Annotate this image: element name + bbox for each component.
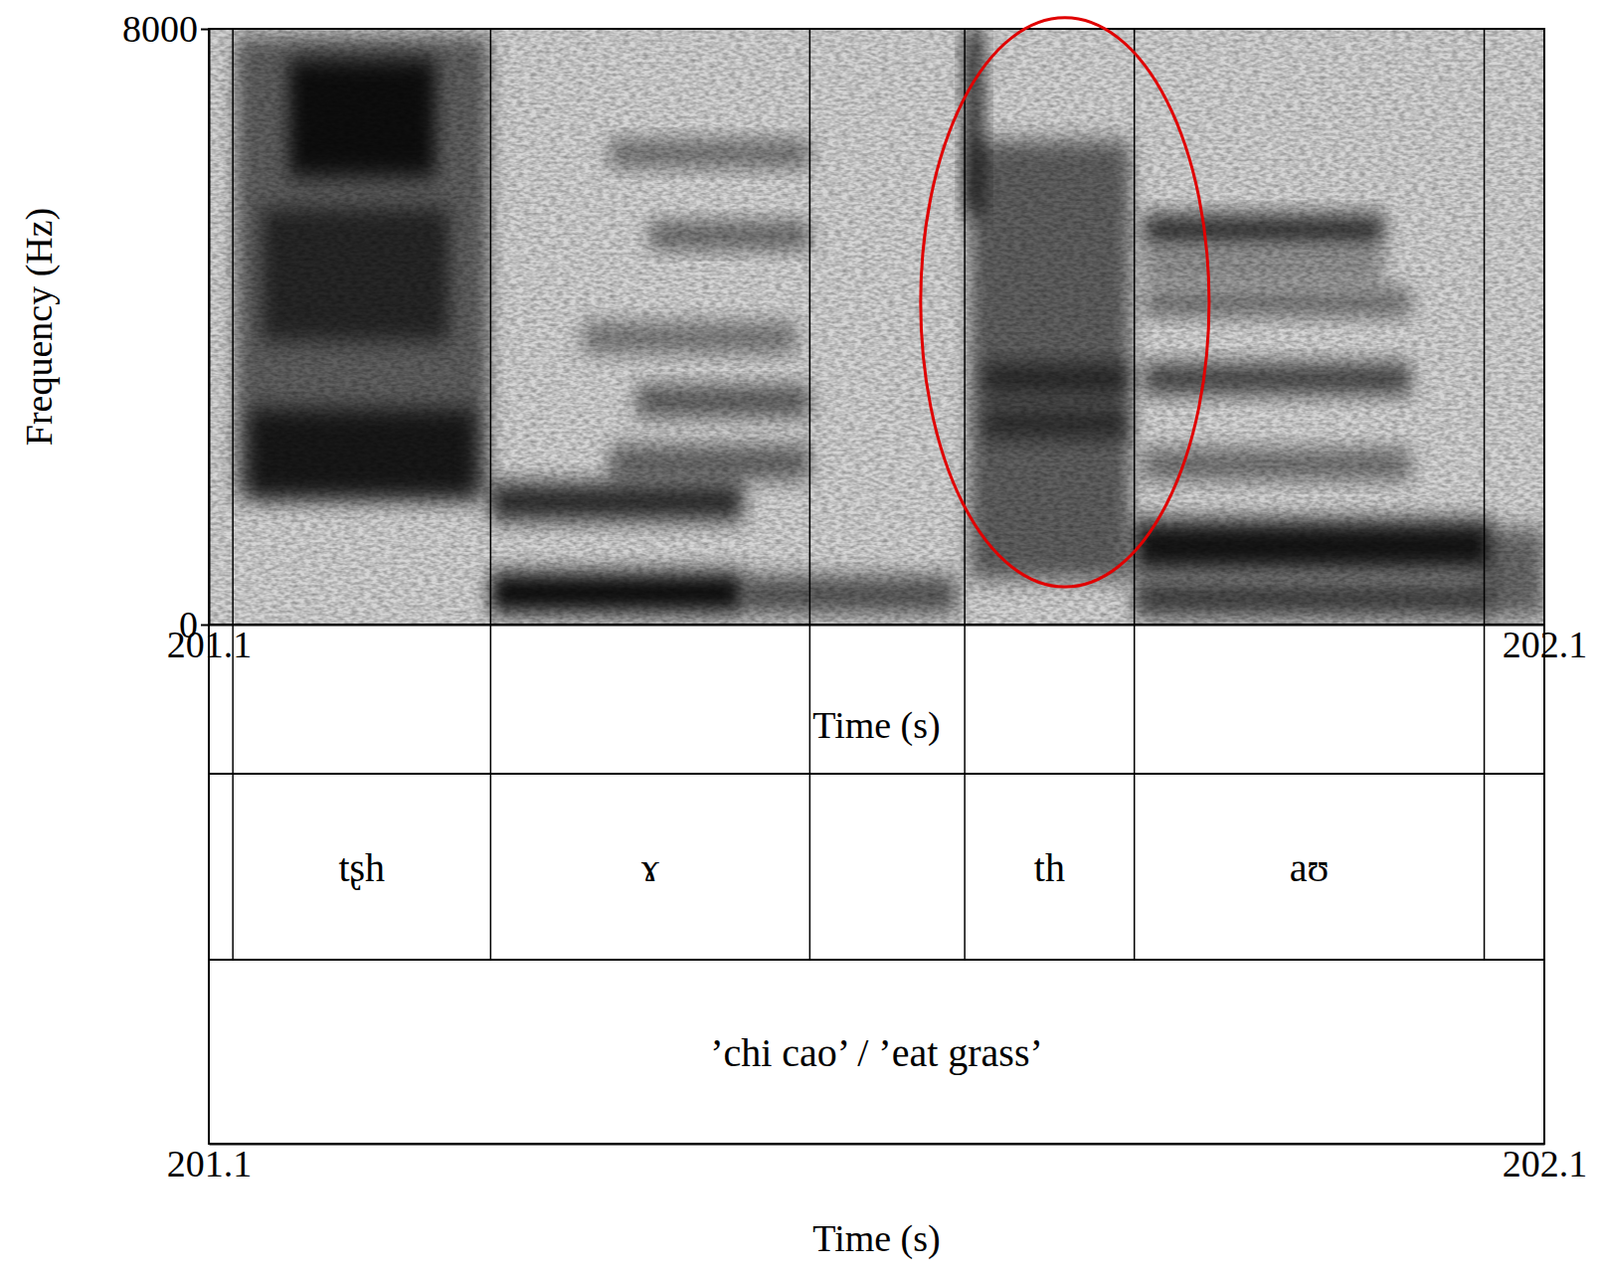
x-tick-label: 201.1: [167, 1142, 253, 1185]
boundary: [1483, 28, 1486, 960]
noise-texture: [208, 28, 1545, 625]
y-tick: 8000: [122, 7, 209, 50]
chart: 08000201.1202.1201.1202.1Time (s)Time (s…: [0, 0, 1600, 1273]
tier: ’chi cao’ / ’eat grass’: [710, 1030, 1044, 1075]
spectrogram: [208, 28, 1545, 625]
plot-frame: [208, 28, 1545, 625]
boundary: [1133, 28, 1136, 960]
boundary: [231, 28, 234, 960]
y-axis: 08000: [122, 7, 210, 646]
highlight-ellipse: [920, 17, 1210, 587]
x-tick: 202.1: [1502, 1142, 1589, 1185]
x-tick-label: 202.1: [1502, 623, 1589, 666]
y-tick-label: 8000: [122, 7, 198, 50]
boundary: [963, 28, 966, 960]
interval-label: ’chi cao’ / ’eat grass’: [710, 1030, 1044, 1075]
x-axis-title: Time (s): [812, 704, 940, 747]
interval-label: tʂh: [338, 845, 385, 890]
tier-divider: [208, 958, 1545, 961]
y-tick-mark: [200, 28, 209, 31]
interval-label: ɤ: [641, 845, 660, 890]
x-tick: 201.1: [167, 1142, 253, 1185]
x-axis-title: Time (s): [812, 1217, 940, 1260]
boundary: [809, 28, 812, 960]
x-axis-top: 201.1 202.1: [167, 623, 1589, 666]
interval-label: th: [1034, 845, 1066, 890]
boundary: [490, 28, 493, 960]
x-tick: 202.1: [1502, 623, 1589, 666]
x-tick-label: 201.1: [167, 623, 253, 666]
tier-divider: [208, 772, 1545, 775]
y-axis-line: [208, 29, 211, 626]
x-axis-line: [209, 1143, 1546, 1146]
x-axis-line: [209, 624, 1546, 627]
x-axis-bottom: 201.1 202.1: [167, 1142, 1589, 1185]
boundaries: [232, 28, 1484, 960]
tier: tʂh ɤ th aʊ: [338, 845, 1329, 890]
plot-background: [208, 28, 1545, 625]
tier-frame: [208, 624, 1545, 1144]
interval-label: aʊ: [1289, 845, 1330, 890]
y-axis-title: Frequency (Hz): [17, 207, 61, 447]
x-tick: 201.1: [167, 623, 253, 666]
x-tick-label: 202.1: [1502, 1142, 1589, 1185]
